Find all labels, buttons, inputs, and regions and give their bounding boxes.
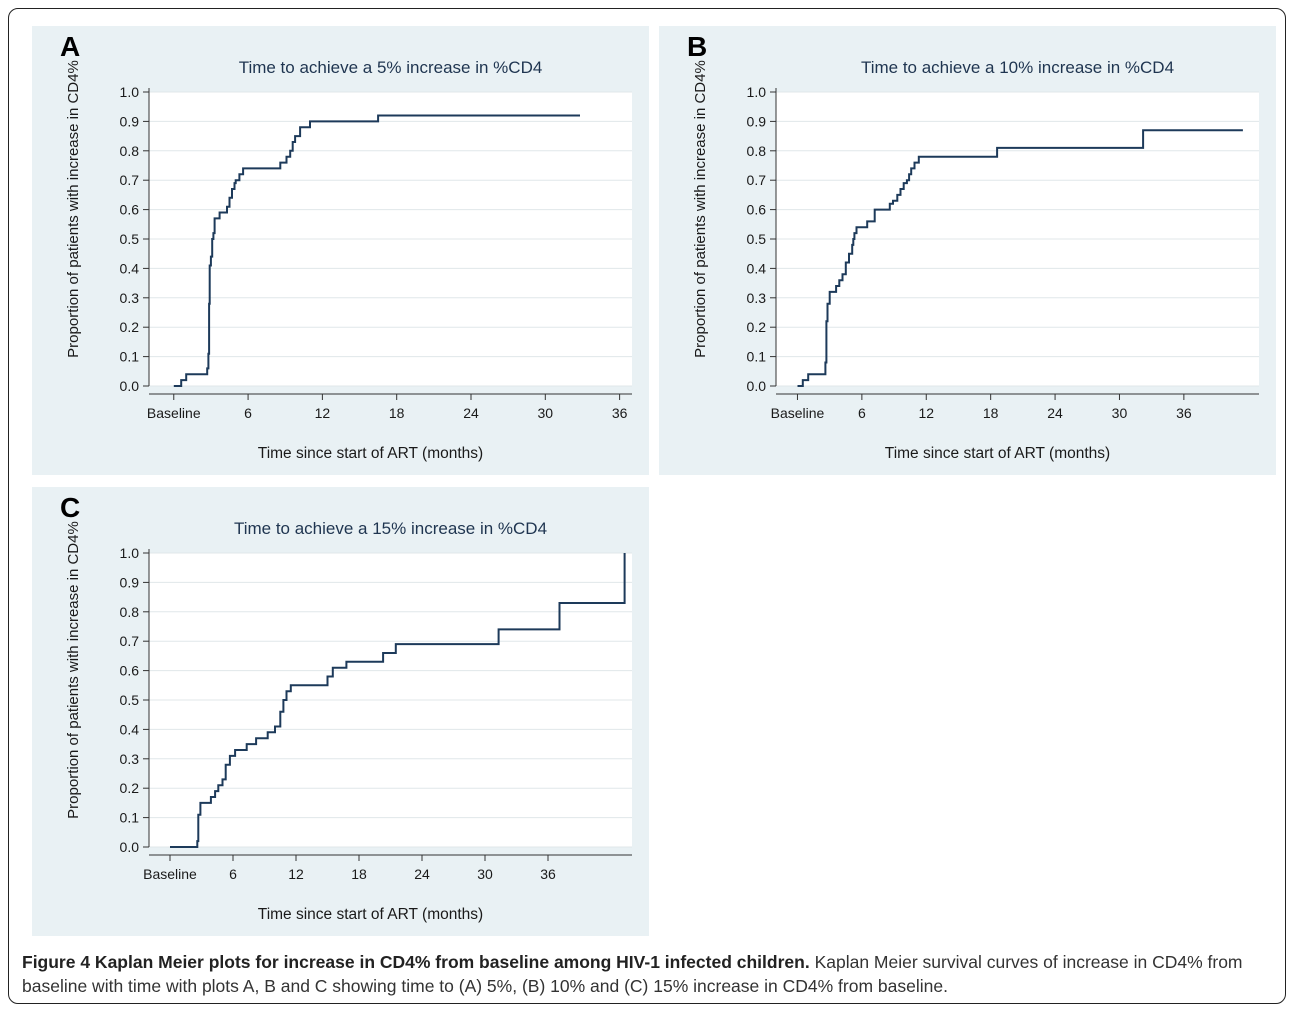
x-tick-label: Baseline: [771, 405, 825, 421]
figure-caption: Figure 4 Kaplan Meier plots for increase…: [22, 950, 1262, 998]
y-tick-label: 0.2: [747, 319, 767, 335]
panel-label: A: [60, 31, 80, 62]
y-tick-label: 0.8: [120, 143, 140, 159]
x-tick-label: 36: [1176, 405, 1192, 421]
chart-panel-a: 0.0 0.1 0.2 0.3 0.4 0.5 0.6 0.7 0.8 0.9 1.0 Baselin…: [32, 26, 649, 475]
y-tick-label: 0.4: [747, 260, 767, 276]
x-tick-label: 30: [477, 866, 493, 882]
y-tick-label: 0.5: [120, 231, 140, 247]
x-tick-label: 12: [315, 405, 331, 421]
panel-label: C: [60, 492, 80, 523]
x-axis-label: Time since start of ART (months): [885, 445, 1110, 462]
y-tick-label: 0.1: [120, 810, 140, 826]
y-tick-label: 0.6: [120, 202, 140, 218]
y-tick-label: 0.0: [120, 378, 140, 394]
y-tick-label: 0.3: [120, 751, 140, 767]
figure-frame: [8, 8, 1286, 1004]
y-tick-label: 0.5: [120, 692, 140, 708]
x-tick-label: 18: [983, 405, 999, 421]
panel-label: B: [687, 31, 707, 62]
y-tick-label: 0.8: [747, 143, 767, 159]
y-tick-label: 0.3: [747, 290, 767, 306]
y-axis-label: Proportion of patients with increase in …: [692, 60, 709, 358]
x-axis-label: Time since start of ART (months): [258, 906, 483, 923]
chart-title: Time to achieve a 15% increase in %CD4: [234, 519, 547, 538]
y-tick-label: 0.8: [120, 604, 140, 620]
chart-b-svg: 0.0 0.1 0.2 0.3 0.4 0.5 0.6 0.7 0.8 0.9 1.0 Baselin…: [659, 26, 1276, 475]
x-tick-label: 6: [244, 405, 252, 421]
y-tick-label: 0.5: [747, 231, 767, 247]
y-axis-label: Proportion of patients with increase in …: [65, 521, 82, 819]
y-tick-label: 0.2: [120, 780, 140, 796]
y-tick-label: 0.2: [120, 319, 140, 335]
y-tick-label: 0.1: [120, 349, 140, 365]
y-tick-label: 0.9: [747, 113, 767, 129]
x-tick-label: 24: [414, 866, 430, 882]
chart-panel-b: 0.0 0.1 0.2 0.3 0.4 0.5 0.6 0.7 0.8 0.9 1.0 Baselin…: [659, 26, 1276, 475]
x-tick-label: 36: [540, 866, 556, 882]
x-tick-label: 12: [918, 405, 934, 421]
x-axis-label: Time since start of ART (months): [258, 445, 483, 462]
x-tick-label: 30: [1112, 405, 1128, 421]
y-tick-label: 0.7: [747, 172, 767, 188]
x-tick-label: 6: [858, 405, 866, 421]
x-tick-label: 6: [229, 866, 237, 882]
x-tick-label: 18: [389, 405, 405, 421]
y-tick-label: 0.1: [747, 349, 767, 365]
km-step-curve: [797, 129, 1243, 387]
x-tick-label: 12: [288, 866, 304, 882]
chart-a-svg: 0.0 0.1 0.2 0.3 0.4 0.5 0.6 0.7 0.8 0.9 1.0 Baselin…: [32, 26, 649, 475]
x-tick-label: Baseline: [143, 866, 197, 882]
y-tick-label: 0.4: [120, 721, 140, 737]
km-step-curve: [170, 553, 626, 848]
x-tick-label: 30: [538, 405, 554, 421]
y-tick-label: 1.0: [747, 84, 767, 100]
y-axis-label: Proportion of patients with increase in …: [65, 60, 82, 358]
y-tick-label: 0.6: [747, 202, 767, 218]
chart-title: Time to achieve a 5% increase in %CD4: [239, 58, 543, 77]
chart-title: Time to achieve a 10% increase in %CD4: [861, 58, 1174, 77]
y-tick-label: 0.0: [120, 839, 140, 855]
y-tick-label: 0.9: [120, 574, 140, 590]
y-tick-label: 1.0: [120, 545, 140, 561]
y-tick-label: 1.0: [120, 84, 140, 100]
x-tick-label: 24: [1047, 405, 1063, 421]
km-step-curve: [173, 114, 580, 387]
x-tick-label: 36: [612, 405, 628, 421]
y-tick-label: 0.6: [120, 663, 140, 679]
y-tick-label: 0.9: [120, 113, 140, 129]
y-tick-label: 0.7: [120, 633, 140, 649]
x-tick-label: 18: [351, 866, 367, 882]
caption-bold: Figure 4 Kaplan Meier plots for increase…: [22, 952, 810, 972]
x-tick-label: 24: [463, 405, 479, 421]
y-tick-label: 0.0: [747, 378, 767, 394]
y-tick-label: 0.7: [120, 172, 140, 188]
chart-c-svg: 0.0 0.1 0.2 0.3 0.4 0.5 0.6 0.7 0.8 0.9 1.0 Baselin…: [32, 487, 649, 936]
y-tick-label: 0.3: [120, 290, 140, 306]
x-tick-label: Baseline: [147, 405, 201, 421]
caption-text: Kaplan Meier survival curves of increase…: [22, 952, 1243, 996]
chart-panel-c: 0.0 0.1 0.2 0.3 0.4 0.5 0.6 0.7 0.8 0.9 1.0 Baselin…: [32, 487, 649, 936]
y-tick-label: 0.4: [120, 260, 140, 276]
